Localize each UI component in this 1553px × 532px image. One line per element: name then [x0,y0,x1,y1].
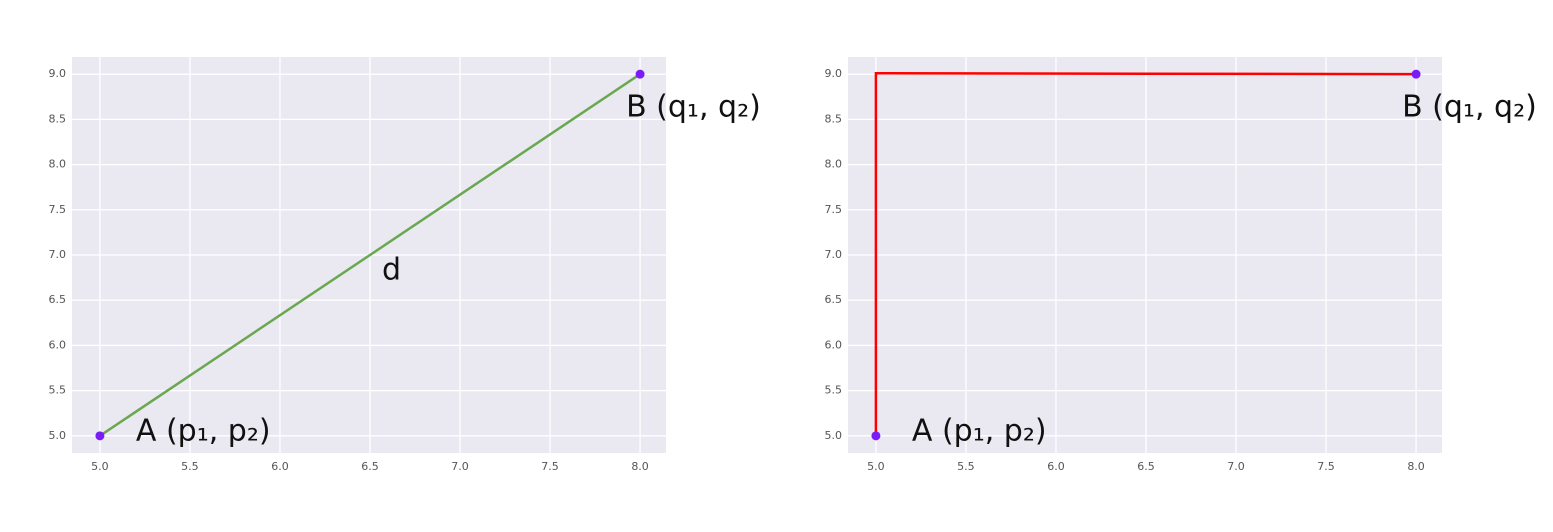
y-tick-label: 8.5 [825,112,843,125]
x-tick-label: 6.0 [271,460,289,473]
x-tick-label: 6.0 [1047,460,1065,473]
y-tick-label: 5.0 [825,429,843,442]
connector-line [874,72,1417,436]
x-tick-label: 8.0 [1407,460,1425,473]
x-tick-label: 6.5 [361,460,379,473]
y-tick-label: 7.5 [825,203,843,216]
y-tick-label: 5.5 [49,384,67,397]
x-tick-label: 7.5 [541,460,559,473]
point [635,69,645,79]
x-tick-label: 8.0 [631,460,649,473]
y-tick-label: 7.0 [825,248,843,261]
point [95,431,105,441]
annotation: A (p₁, p₂) [912,413,1047,448]
annotation: B (q₁, q₂) [626,90,761,125]
point [871,431,881,441]
x-tick-label: 5.5 [957,460,975,473]
y-tick-label: 6.5 [825,293,843,306]
y-tick-label: 9.0 [825,67,843,80]
y-tick-label: 9.0 [49,67,67,80]
y-tick-label: 5.5 [825,384,843,397]
x-tick-label: 6.5 [1137,460,1155,473]
y-tick-label: 7.5 [49,203,67,216]
y-tick-label: 6.0 [825,338,843,351]
x-tick-label: 5.5 [181,460,199,473]
y-tick-label: 8.0 [49,158,67,171]
point [1411,69,1421,79]
y-tick-label: 5.0 [49,429,67,442]
x-tick-label: 7.5 [1317,460,1335,473]
y-tick-label: 6.0 [49,338,67,351]
y-tick-label: 6.5 [49,293,67,306]
annotation: A (p₁, p₂) [136,413,271,448]
y-tick-label: 8.5 [49,112,67,125]
x-tick-label: 7.0 [451,460,469,473]
x-tick-label: 5.0 [867,460,885,473]
annotation: B (q₁, q₂) [1402,90,1537,125]
connector-line [99,73,641,437]
x-tick-label: 5.0 [91,460,109,473]
y-tick-label: 8.0 [825,158,843,171]
y-tick-label: 7.0 [49,248,67,261]
x-tick-label: 7.0 [1227,460,1245,473]
annotation: d [382,253,401,288]
